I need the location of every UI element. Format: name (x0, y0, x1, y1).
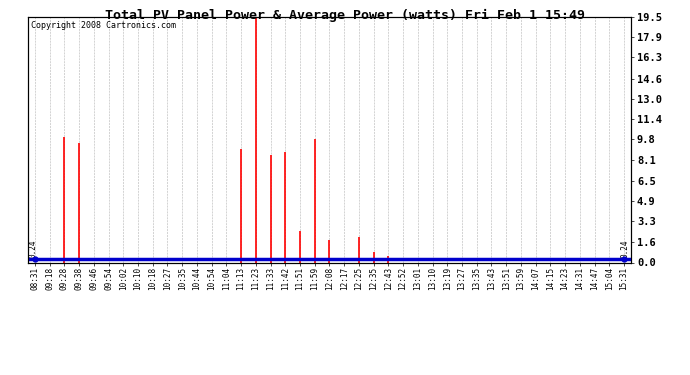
Text: Copyright 2008 Cartronics.com: Copyright 2008 Cartronics.com (30, 21, 176, 30)
Text: 0.24: 0.24 (621, 240, 630, 258)
Text: 0.24: 0.24 (29, 240, 38, 258)
Text: Total PV Panel Power & Average Power (watts) Fri Feb 1 15:49: Total PV Panel Power & Average Power (wa… (105, 9, 585, 22)
